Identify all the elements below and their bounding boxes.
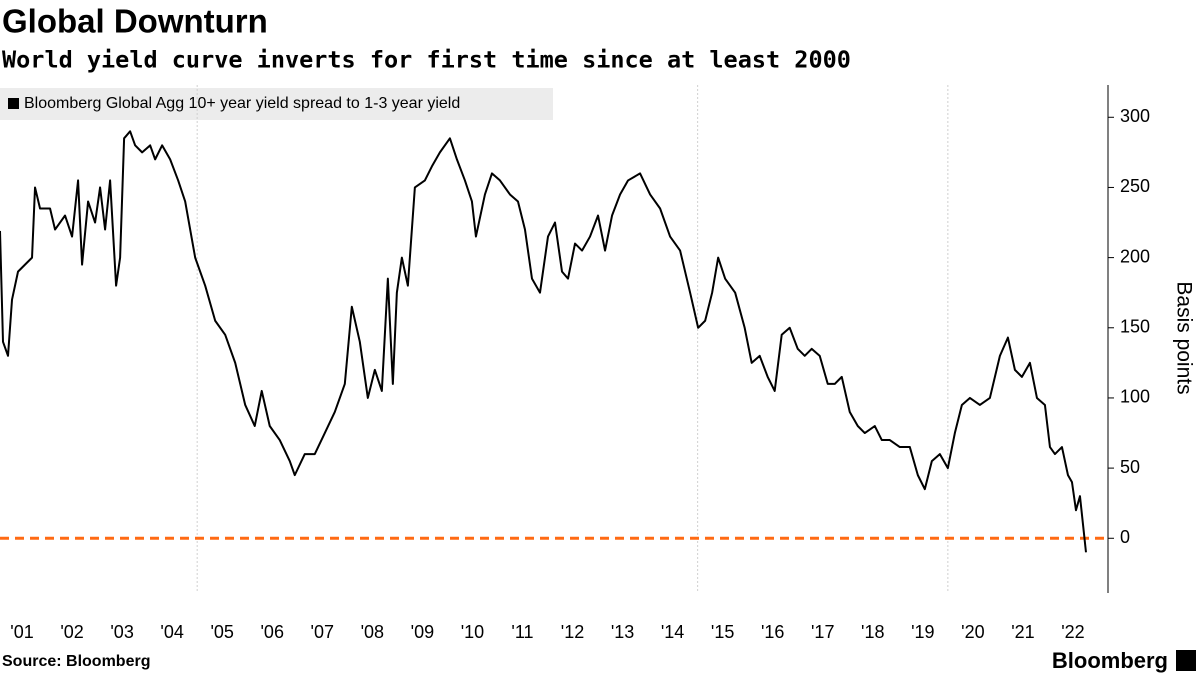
y-axis-label: Basis points — [1172, 281, 1195, 394]
x-tick-label: '04 — [160, 622, 183, 642]
x-tick-label: '17 — [811, 622, 834, 642]
x-tick-label: '08 — [361, 622, 384, 642]
y-tick-label: 50 — [1120, 457, 1140, 477]
source: Source: Bloomberg — [2, 653, 150, 670]
x-tick-label: '02 — [60, 622, 83, 642]
x-tick-label: '13 — [611, 622, 634, 642]
x-tick-label: '10 — [461, 622, 484, 642]
chart-subtitle: World yield curve inverts for first time… — [2, 46, 851, 74]
brand-icon — [1176, 650, 1196, 671]
legend-box — [0, 88, 553, 120]
y-tick-label: 200 — [1120, 246, 1150, 266]
x-tick-label: '11 — [511, 622, 533, 642]
x-tick-label: '15 — [711, 622, 734, 642]
y-tick-label: 300 — [1120, 106, 1150, 126]
y-tick-label: 100 — [1120, 387, 1150, 407]
x-tick-label: '01 — [10, 622, 33, 642]
chart-title: Global Downturn — [2, 3, 268, 40]
x-tick-label: '16 — [761, 622, 784, 642]
y-tick-label: 250 — [1120, 176, 1150, 196]
x-tick-label: '03 — [110, 622, 133, 642]
x-tick-label: '20 — [961, 622, 984, 642]
legend-label: Bloomberg Global Agg 10+ year yield spre… — [24, 95, 460, 112]
brand: Bloomberg — [1052, 648, 1168, 673]
x-tick-label: '07 — [311, 622, 334, 642]
x-tick-label: '06 — [261, 622, 284, 642]
x-tick-label: '05 — [210, 622, 233, 642]
x-tick-label: '12 — [561, 622, 584, 642]
x-tick-label: '19 — [911, 622, 934, 642]
legend-swatch — [8, 98, 19, 109]
x-tick-label: '18 — [861, 622, 884, 642]
y-tick-label: 150 — [1120, 317, 1150, 337]
y-tick-label: 0 — [1120, 527, 1130, 547]
x-tick-label: '14 — [661, 622, 684, 642]
x-tick-label: '21 — [1011, 622, 1034, 642]
line-series — [0, 130, 1087, 553]
x-tick-label: '09 — [411, 622, 434, 642]
x-tick-label: '22 — [1061, 622, 1084, 642]
